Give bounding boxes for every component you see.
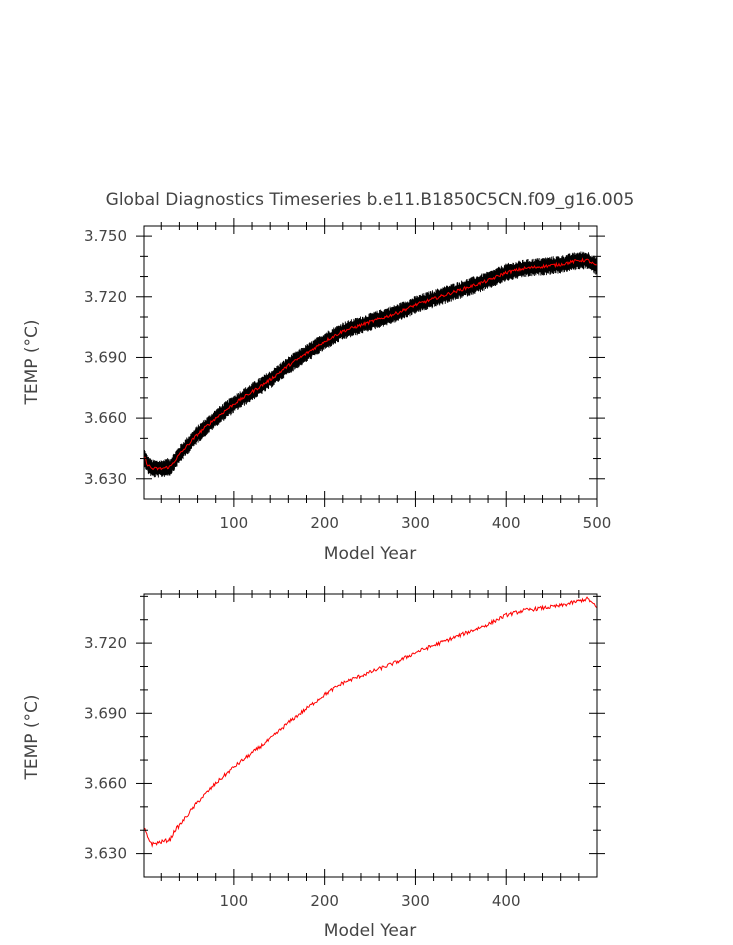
- x-tick-label: 100: [220, 892, 249, 910]
- y-tick-label: 3.750: [84, 227, 127, 245]
- bottom-x-axis-label: Model Year: [324, 921, 416, 941]
- series-annual-mean-line: [143, 257, 598, 471]
- y-tick-label: 3.690: [84, 704, 127, 722]
- chart-title: Global Diagnostics Timeseries b.e11.B185…: [106, 190, 635, 210]
- top-plot-area: [143, 251, 598, 478]
- top-y-axis-label: TEMP (°C): [22, 319, 42, 405]
- top-x-axis-label: Model Year: [324, 544, 416, 564]
- bottom-plot-frame: [143, 593, 598, 878]
- x-tick-label: 200: [310, 514, 339, 532]
- y-tick-label: 3.660: [84, 774, 127, 792]
- x-tick-label: 200: [310, 892, 339, 910]
- y-tick-label: 3.720: [84, 634, 127, 652]
- axis-ticks: 100 200 300 400 500 3.630 3.660 3.690 3.720 3.750: [84, 218, 611, 532]
- series-annual-mean-line: [143, 596, 598, 848]
- top-plot-frame: [143, 225, 598, 500]
- y-tick-label: 3.660: [84, 409, 127, 427]
- y-tick-label: 3.690: [84, 348, 127, 366]
- bottom-y-axis-label: TEMP (°C): [22, 694, 42, 780]
- y-tick-label: 3.720: [84, 288, 127, 306]
- x-tick-label: 500: [583, 514, 612, 532]
- bottom-plot-area: [143, 596, 598, 848]
- y-tick-label: 3.630: [84, 845, 127, 863]
- axis-ticks: 100 200 300 400 3.630 3.660 3.690 3.720: [84, 586, 605, 910]
- bottom-panel: Model Year TEMP (°C): [22, 593, 598, 941]
- y-tick-label: 3.630: [84, 470, 127, 488]
- x-tick-label: 300: [401, 514, 430, 532]
- top-panel: Global Diagnostics Timeseries b.e11.B185…: [22, 190, 634, 564]
- series-band-line: [143, 251, 598, 478]
- x-tick-label: 300: [401, 892, 430, 910]
- x-tick-label: 400: [492, 514, 521, 532]
- x-tick-label: 100: [220, 514, 249, 532]
- x-tick-label: 400: [492, 892, 521, 910]
